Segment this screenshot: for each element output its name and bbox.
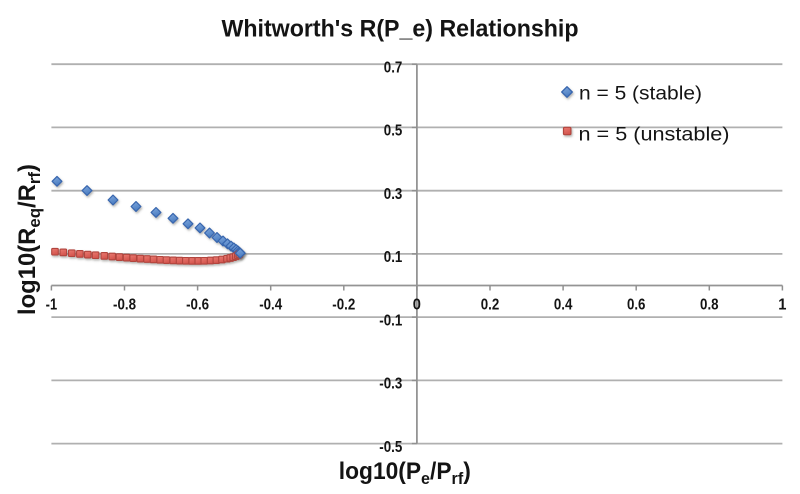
svg-text:0: 0 — [413, 297, 421, 314]
svg-text:log10(Req/Rrf): log10(Req/Rrf) — [14, 164, 44, 315]
svg-text:0.3: 0.3 — [384, 186, 403, 203]
svg-text:0.5: 0.5 — [384, 123, 403, 140]
svg-text:1: 1 — [778, 297, 786, 314]
svg-text:0.6: 0.6 — [627, 297, 646, 314]
svg-text:-1: -1 — [46, 297, 58, 314]
svg-text:0.7: 0.7 — [384, 59, 403, 76]
svg-text:0.1: 0.1 — [384, 249, 403, 266]
svg-text:0.8: 0.8 — [700, 297, 719, 314]
svg-text:-0.5: -0.5 — [379, 439, 402, 456]
svg-text:log10(Pe/Prf): log10(Pe/Prf) — [339, 458, 471, 488]
svg-text:0.4: 0.4 — [554, 297, 573, 314]
svg-text:-0.6: -0.6 — [186, 297, 209, 314]
svg-text:0.2: 0.2 — [481, 297, 500, 314]
svg-text:-0.1: -0.1 — [379, 312, 402, 329]
svg-text:-0.2: -0.2 — [332, 297, 355, 314]
svg-text:-0.3: -0.3 — [379, 376, 402, 393]
svg-text:-0.8: -0.8 — [113, 297, 136, 314]
svg-text:-0.4: -0.4 — [259, 297, 282, 314]
svg-text:n = 5 (stable): n = 5 (stable) — [579, 83, 702, 104]
svg-text:Whitworth's R(P_e) Relationshi: Whitworth's R(P_e) Relationship — [222, 16, 579, 43]
svg-text:n = 5 (unstable): n = 5 (unstable) — [579, 124, 730, 145]
